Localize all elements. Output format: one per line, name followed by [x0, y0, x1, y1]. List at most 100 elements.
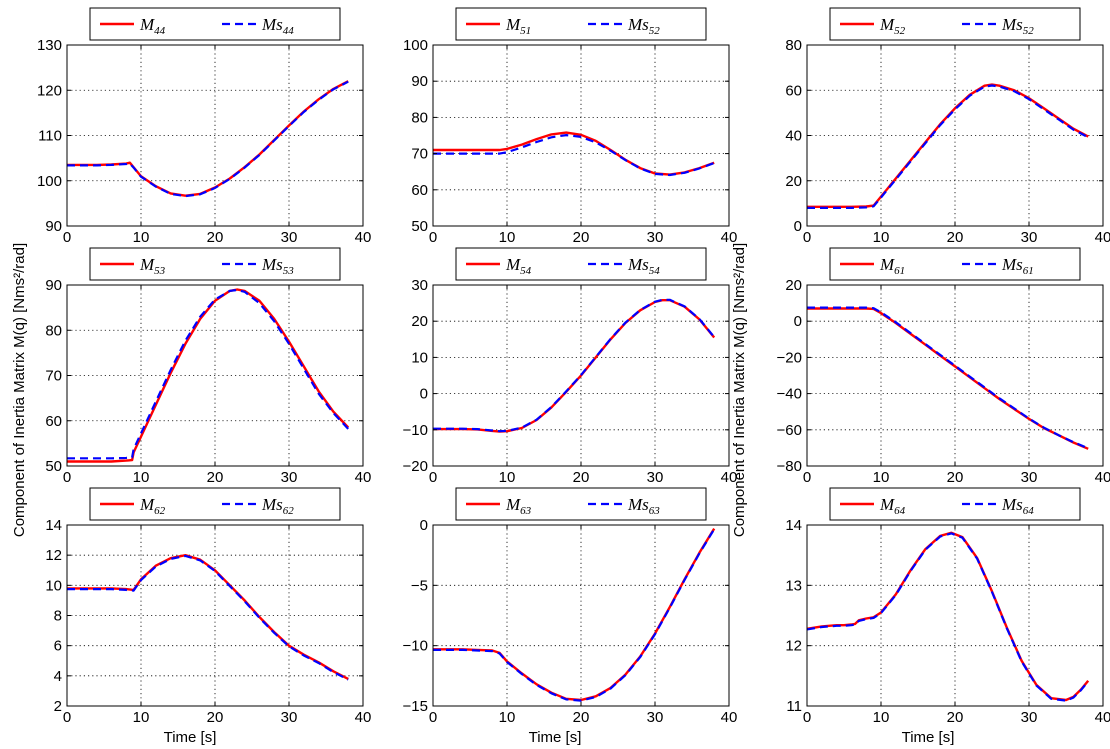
y-tick-label: 2 [54, 698, 62, 715]
subplot-5: 0 10 20 30 40 −20 −10 0 10 20 30 M54 Ms54 [403, 247, 738, 486]
x-tick-label: 30 [281, 229, 298, 246]
x-axis-label-left: Time [s] [164, 729, 217, 746]
legend-label-M64: M64 [879, 495, 906, 517]
x-tick-label: 30 [647, 469, 664, 486]
x-tick-label: 30 [281, 709, 298, 726]
y-tick-label: 12 [45, 547, 62, 564]
subplot-4: 0 10 20 30 40 50 60 70 80 90 M53 Ms53 [45, 247, 372, 486]
x-tick-label: 40 [721, 229, 738, 246]
y-tick-label: 14 [45, 517, 62, 534]
series-line-M51 [433, 131, 715, 176]
x-tick-label: 30 [281, 469, 298, 486]
legend-label-Ms62: Ms62 [261, 495, 294, 517]
x-tick-label: 20 [947, 709, 964, 726]
y-tick-label: 4 [54, 668, 62, 685]
y-tick-label: −60 [777, 422, 802, 439]
x-tick-label: 20 [207, 229, 224, 246]
x-tick-label: 10 [499, 229, 516, 246]
y-tick-label: 14 [785, 517, 802, 534]
y-tick-label: 100 [403, 37, 428, 54]
x-tick-label: 0 [63, 229, 71, 246]
x-tick-label: 20 [207, 709, 224, 726]
legend-label-Ms52: Ms52 [627, 15, 660, 37]
subplot-2: 0 10 20 30 40 50 60 70 80 90 100 M51 Ms52 [403, 7, 738, 246]
x-tick-label: 30 [1021, 709, 1038, 726]
x-tick-label: 20 [573, 709, 590, 726]
legend-label-Ms44: Ms44 [261, 15, 294, 37]
y-tick-label: −40 [777, 386, 802, 403]
x-tick-label: 10 [873, 229, 890, 246]
y-tick-label: 60 [411, 182, 428, 199]
x-tick-label: 10 [499, 469, 516, 486]
y-tick-label: 90 [411, 73, 428, 90]
legend-label-M62: M62 [139, 495, 166, 517]
legend-label-M61: M61 [879, 255, 905, 277]
x-tick-label: 10 [133, 229, 150, 246]
y-tick-label: 80 [785, 37, 802, 54]
y-tick-label: 10 [411, 349, 428, 366]
x-axis-label-right: Time [s] [902, 729, 955, 746]
y-tick-label: −5 [411, 577, 428, 594]
subplot-7: 0 10 20 30 40 2 4 6 8 10 12 14 M62 Ms62 [45, 487, 372, 726]
legend-label-Ms63: Ms63 [627, 495, 660, 517]
legend: M61 Ms61 [829, 247, 1081, 281]
series-line-Ms52 [433, 134, 715, 177]
x-tick-label: 0 [429, 229, 437, 246]
series-line-Ms64 [806, 532, 1090, 702]
y-tick-label: 80 [45, 322, 62, 339]
y-tick-label: −80 [777, 458, 802, 475]
legend-label-M51: M51 [505, 15, 531, 37]
x-tick-label: 40 [721, 469, 738, 486]
legend-label-Ms52: Ms52 [1001, 15, 1034, 37]
legend-label-M63: M63 [505, 495, 532, 517]
x-tick-label: 40 [721, 709, 738, 726]
y-tick-label: 20 [411, 313, 428, 330]
x-tick-label: 0 [429, 469, 437, 486]
x-tick-label: 0 [803, 469, 811, 486]
legend: M64 Ms64 [829, 487, 1081, 521]
x-tick-label: 0 [63, 469, 71, 486]
legend-label-M53: M53 [139, 255, 166, 277]
y-tick-label: 100 [37, 173, 62, 190]
x-tick-label: 40 [355, 469, 372, 486]
y-axis-label-right: Component of Inertia Matrix M(q) [Nms²/r… [731, 243, 748, 537]
x-tick-label: 10 [873, 469, 890, 486]
y-tick-label: 60 [785, 82, 802, 99]
legend: M63 Ms63 [455, 487, 707, 521]
x-tick-label: 0 [803, 709, 811, 726]
y-tick-label: 13 [785, 577, 802, 594]
legend-label-Ms54: Ms54 [627, 255, 660, 277]
x-tick-label: 20 [207, 469, 224, 486]
plot-area [807, 285, 1103, 466]
legend-label-M44: M44 [139, 15, 166, 37]
y-tick-label: 50 [411, 218, 428, 235]
y-tick-label: −15 [403, 698, 428, 715]
series-line-Ms52 [807, 84, 1089, 209]
x-tick-label: 10 [133, 709, 150, 726]
series-line-Ms63 [433, 528, 716, 702]
y-tick-label: 0 [794, 218, 802, 235]
legend-label-Ms53: Ms53 [261, 255, 294, 277]
legend-label-M54: M54 [505, 255, 532, 277]
legend: M44 Ms44 [89, 7, 341, 41]
y-tick-label: 11 [786, 698, 802, 715]
y-axis-label-left: Component of Inertia Matrix M(q) [Nms²/r… [11, 243, 28, 537]
y-tick-label: 80 [411, 109, 428, 126]
y-tick-label: 40 [785, 128, 802, 145]
x-tick-label: 40 [355, 709, 372, 726]
y-tick-label: 12 [785, 638, 802, 655]
series-line-Ms61 [807, 306, 1089, 450]
legend: M52 Ms52 [829, 7, 1081, 41]
x-tick-label: 40 [355, 229, 372, 246]
y-tick-label: 20 [785, 173, 802, 190]
plot-area [433, 525, 729, 706]
x-tick-label: 30 [647, 709, 664, 726]
x-tick-label: 30 [1021, 229, 1038, 246]
y-tick-label: −10 [403, 422, 428, 439]
x-tick-label: 0 [63, 709, 71, 726]
legend-label-M52: M52 [879, 15, 906, 37]
legend: M53 Ms53 [89, 247, 341, 281]
y-tick-label: 70 [45, 368, 62, 385]
y-tick-label: 60 [45, 413, 62, 430]
